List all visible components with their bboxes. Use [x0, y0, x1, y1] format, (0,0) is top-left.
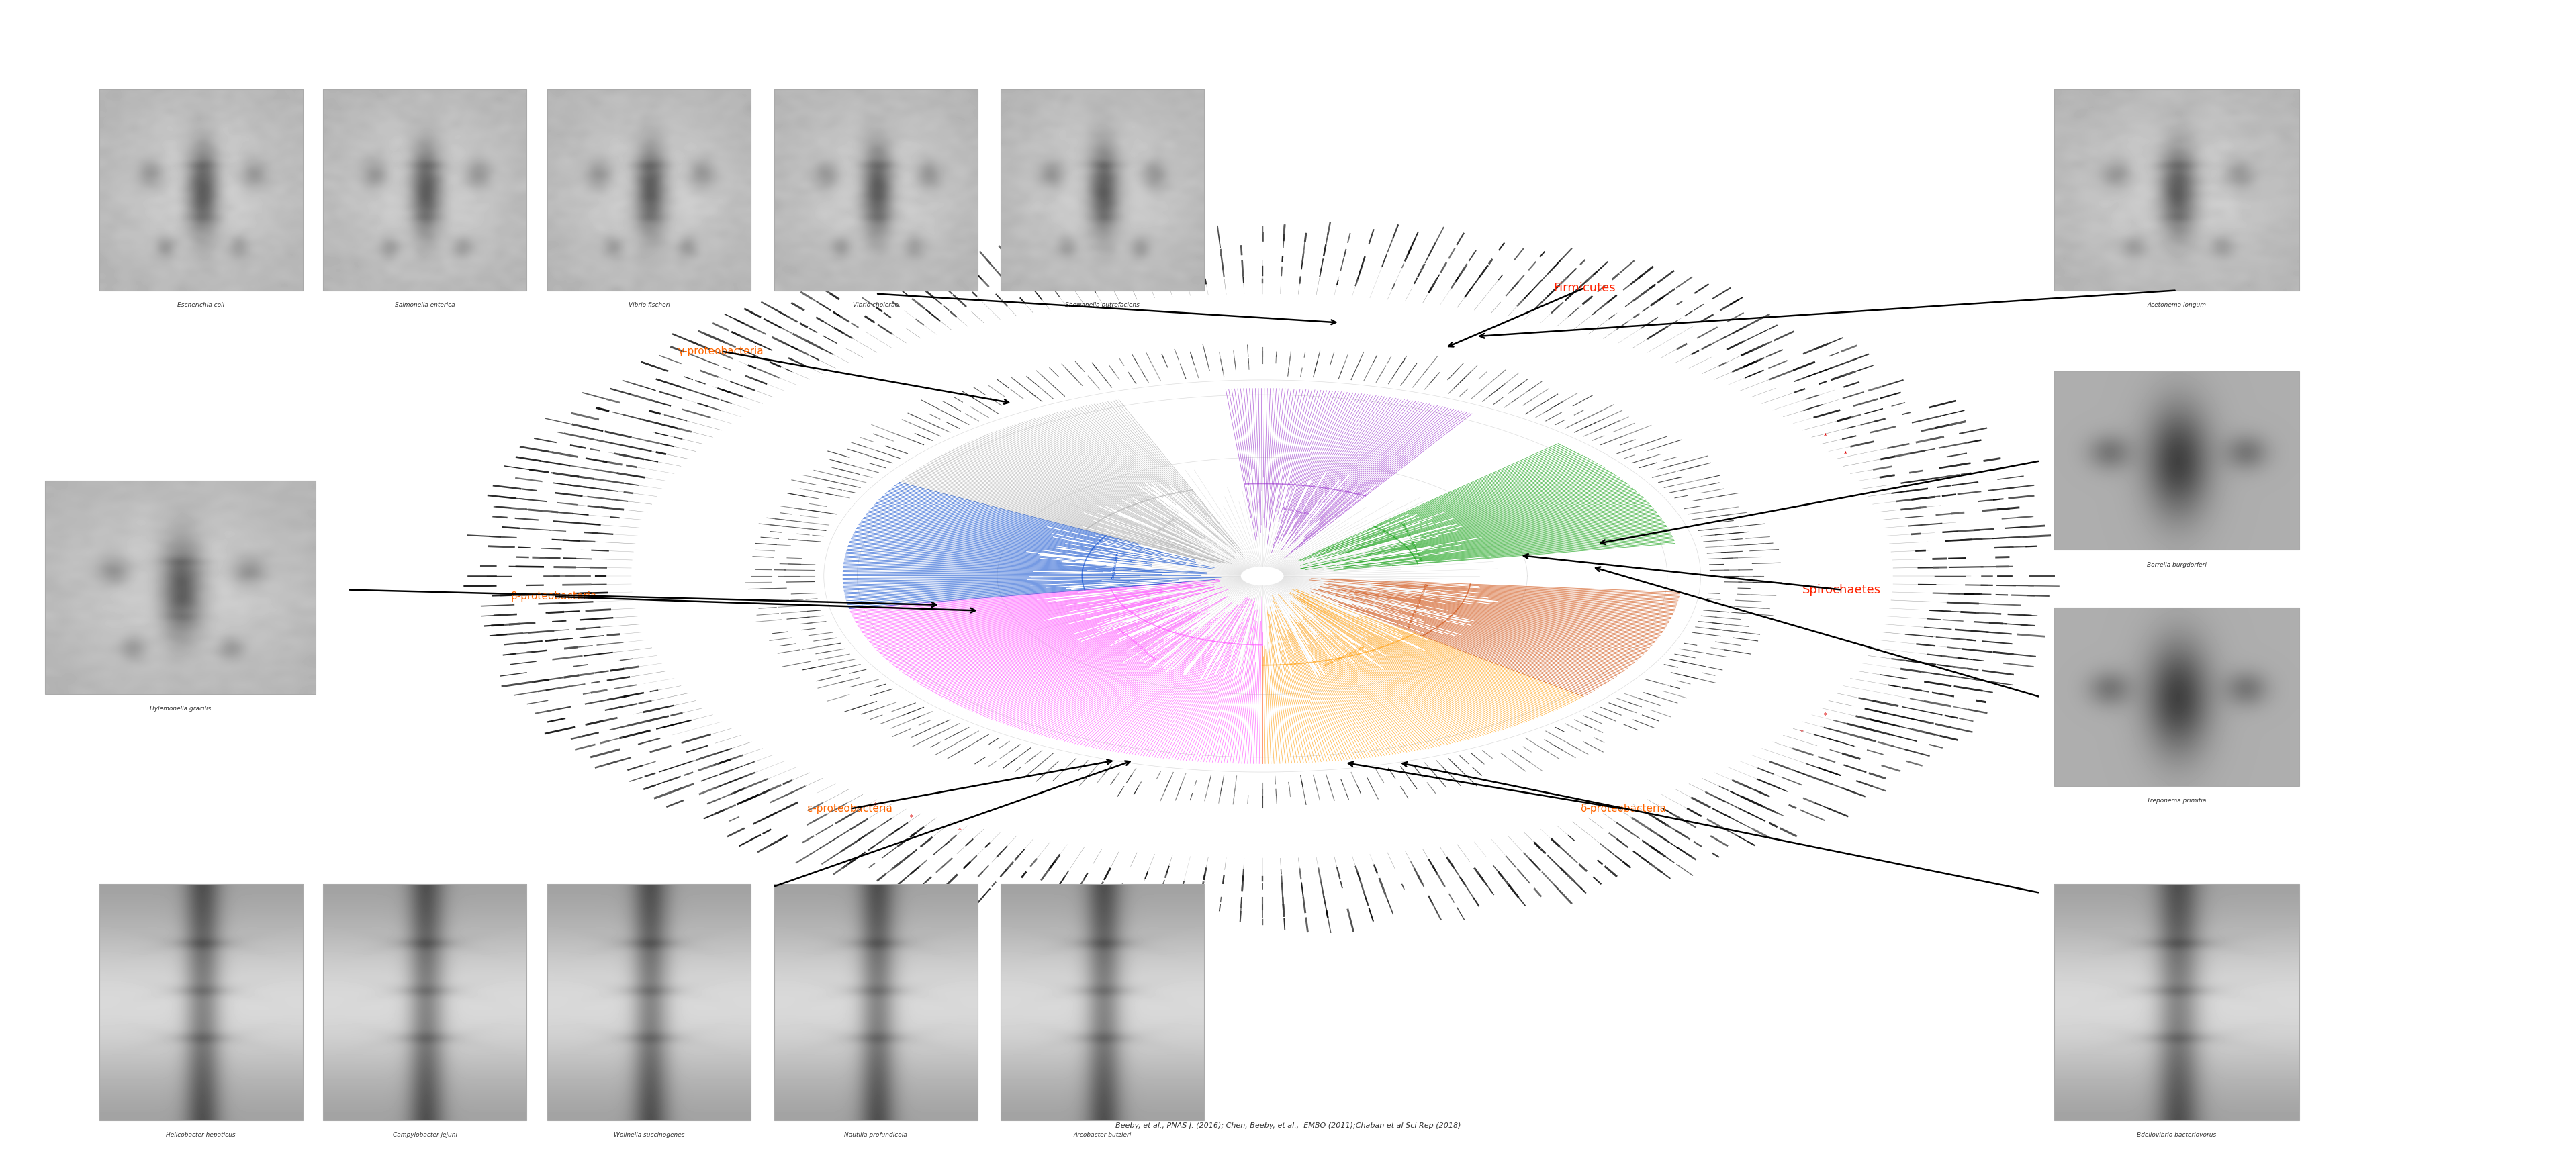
Text: Treponema primitia: Treponema primitia — [2146, 797, 2208, 804]
Text: β-proteobacteria: β-proteobacteria — [510, 592, 598, 601]
Text: Firmicutes: Firmicutes — [1553, 282, 1615, 294]
Text: *: * — [909, 814, 914, 820]
Text: Vibrio cholerae: Vibrio cholerae — [853, 303, 899, 309]
Text: Salmonella enterica: Salmonella enterica — [394, 303, 456, 309]
Text: ε-proteobacteria: ε-proteobacteria — [806, 804, 894, 813]
Text: *: * — [1824, 712, 1826, 719]
Text: Arcobacter butzleri: Arcobacter butzleri — [1074, 1131, 1131, 1138]
Text: Hylemonella gracilis: Hylemonella gracilis — [149, 705, 211, 712]
Bar — [2056, 371, 2300, 551]
Text: *: * — [1824, 433, 1826, 440]
Text: Delta-proteobacteria: Delta-proteobacteria — [1401, 522, 1422, 562]
Bar — [46, 482, 314, 694]
Text: γ-proteobacteria: γ-proteobacteria — [677, 347, 765, 356]
Bar — [775, 90, 979, 291]
Text: Gamma-proteobacteria: Gamma-proteobacteria — [1118, 626, 1157, 660]
Text: Borrelia burgdorferi: Borrelia burgdorferi — [2146, 562, 2208, 568]
Bar — [999, 885, 1206, 1120]
Text: Wolinella succinogenes: Wolinella succinogenes — [613, 1131, 685, 1138]
Bar — [546, 90, 752, 291]
Text: Helicobacter hepaticus: Helicobacter hepaticus — [165, 1131, 237, 1138]
Text: *: * — [958, 827, 961, 834]
Text: δ-proteobacteria: δ-proteobacteria — [1579, 804, 1667, 813]
Bar — [2056, 885, 2300, 1120]
Bar — [2056, 608, 2300, 786]
Text: Vibrio fischeri: Vibrio fischeri — [629, 303, 670, 309]
Text: Escherichia coli: Escherichia coli — [178, 303, 224, 309]
Text: Epsilon-proteobacteria: Epsilon-proteobacteria — [1406, 583, 1427, 628]
Text: Firmicutes: Firmicutes — [1157, 516, 1177, 533]
Bar — [999, 90, 1206, 291]
Text: Beeby, et al., PNAS J. (2016); Chen, Beeby, et al.,  EMBO (2011);Chaban et al Sc: Beeby, et al., PNAS J. (2016); Chen, Bee… — [1115, 1122, 1461, 1129]
Bar — [2056, 90, 2300, 291]
Text: Campylobacter jejuni: Campylobacter jejuni — [392, 1131, 459, 1138]
Text: Nautilia profundicola: Nautilia profundicola — [845, 1131, 907, 1138]
Text: *: * — [1801, 729, 1803, 736]
Bar — [325, 885, 528, 1120]
Circle shape — [1247, 569, 1278, 583]
Text: Bacteroidetes: Bacteroidetes — [1110, 550, 1121, 579]
Text: Acetonema longum: Acetonema longum — [2148, 303, 2205, 309]
Bar — [98, 885, 301, 1120]
Bar — [98, 90, 301, 291]
Text: Shewanella putrefaciens: Shewanella putrefaciens — [1066, 303, 1139, 309]
Text: *: * — [873, 803, 876, 809]
Text: Bdellovibrio bacteriovorus: Bdellovibrio bacteriovorus — [2138, 1131, 2215, 1138]
Text: *: * — [1844, 450, 1847, 457]
Bar — [775, 885, 979, 1120]
Bar — [546, 885, 752, 1120]
Text: Spirochaetes: Spirochaetes — [1283, 507, 1309, 516]
Text: Alpha-proteobacteria: Alpha-proteobacteria — [1324, 644, 1365, 666]
Text: Spirochaetes: Spirochaetes — [1803, 584, 1880, 596]
Bar — [325, 90, 528, 291]
